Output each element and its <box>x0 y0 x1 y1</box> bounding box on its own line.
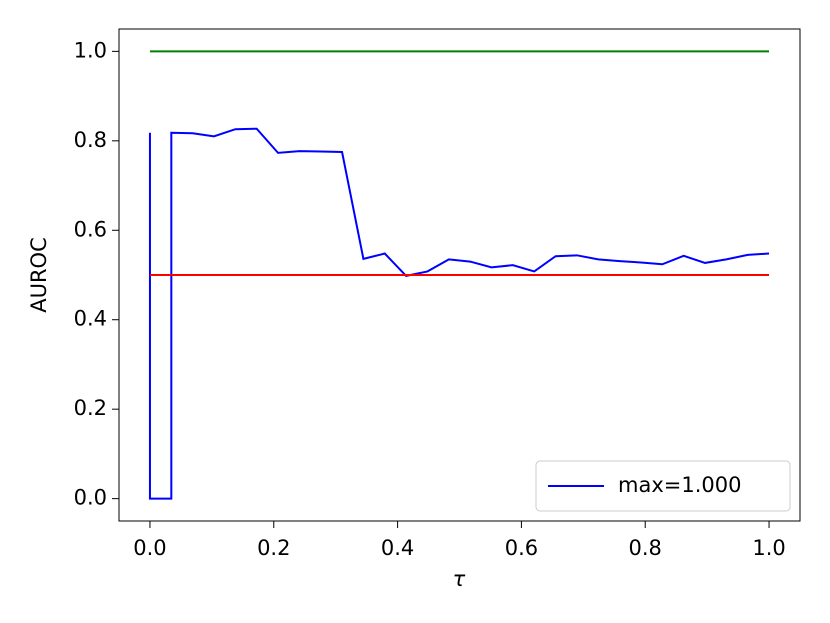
y-tick-label: 0.0 <box>74 486 107 510</box>
x-tick-label: 0.2 <box>257 536 290 560</box>
y-tick-label: 0.6 <box>74 217 107 241</box>
y-tick-label: 0.4 <box>74 307 107 331</box>
x-tick-label: 0.4 <box>381 536 414 560</box>
x-tick-label: 0.8 <box>629 536 662 560</box>
y-tick-label: 0.2 <box>74 396 107 420</box>
y-axis-label: AUROC <box>27 237 51 313</box>
data-line <box>148 127 770 500</box>
x-axis-label: τ <box>453 567 466 591</box>
x-tick-label: 0.0 <box>133 536 166 560</box>
x-tick-label: 0.6 <box>505 536 538 560</box>
x-tick-label: 1.0 <box>752 536 785 560</box>
legend-label: max=1.000 <box>618 473 741 497</box>
y-tick-label: 0.8 <box>74 128 107 152</box>
y-tick-label: 1.0 <box>74 38 107 62</box>
legend-box <box>535 460 791 512</box>
plot-frame <box>118 28 801 522</box>
